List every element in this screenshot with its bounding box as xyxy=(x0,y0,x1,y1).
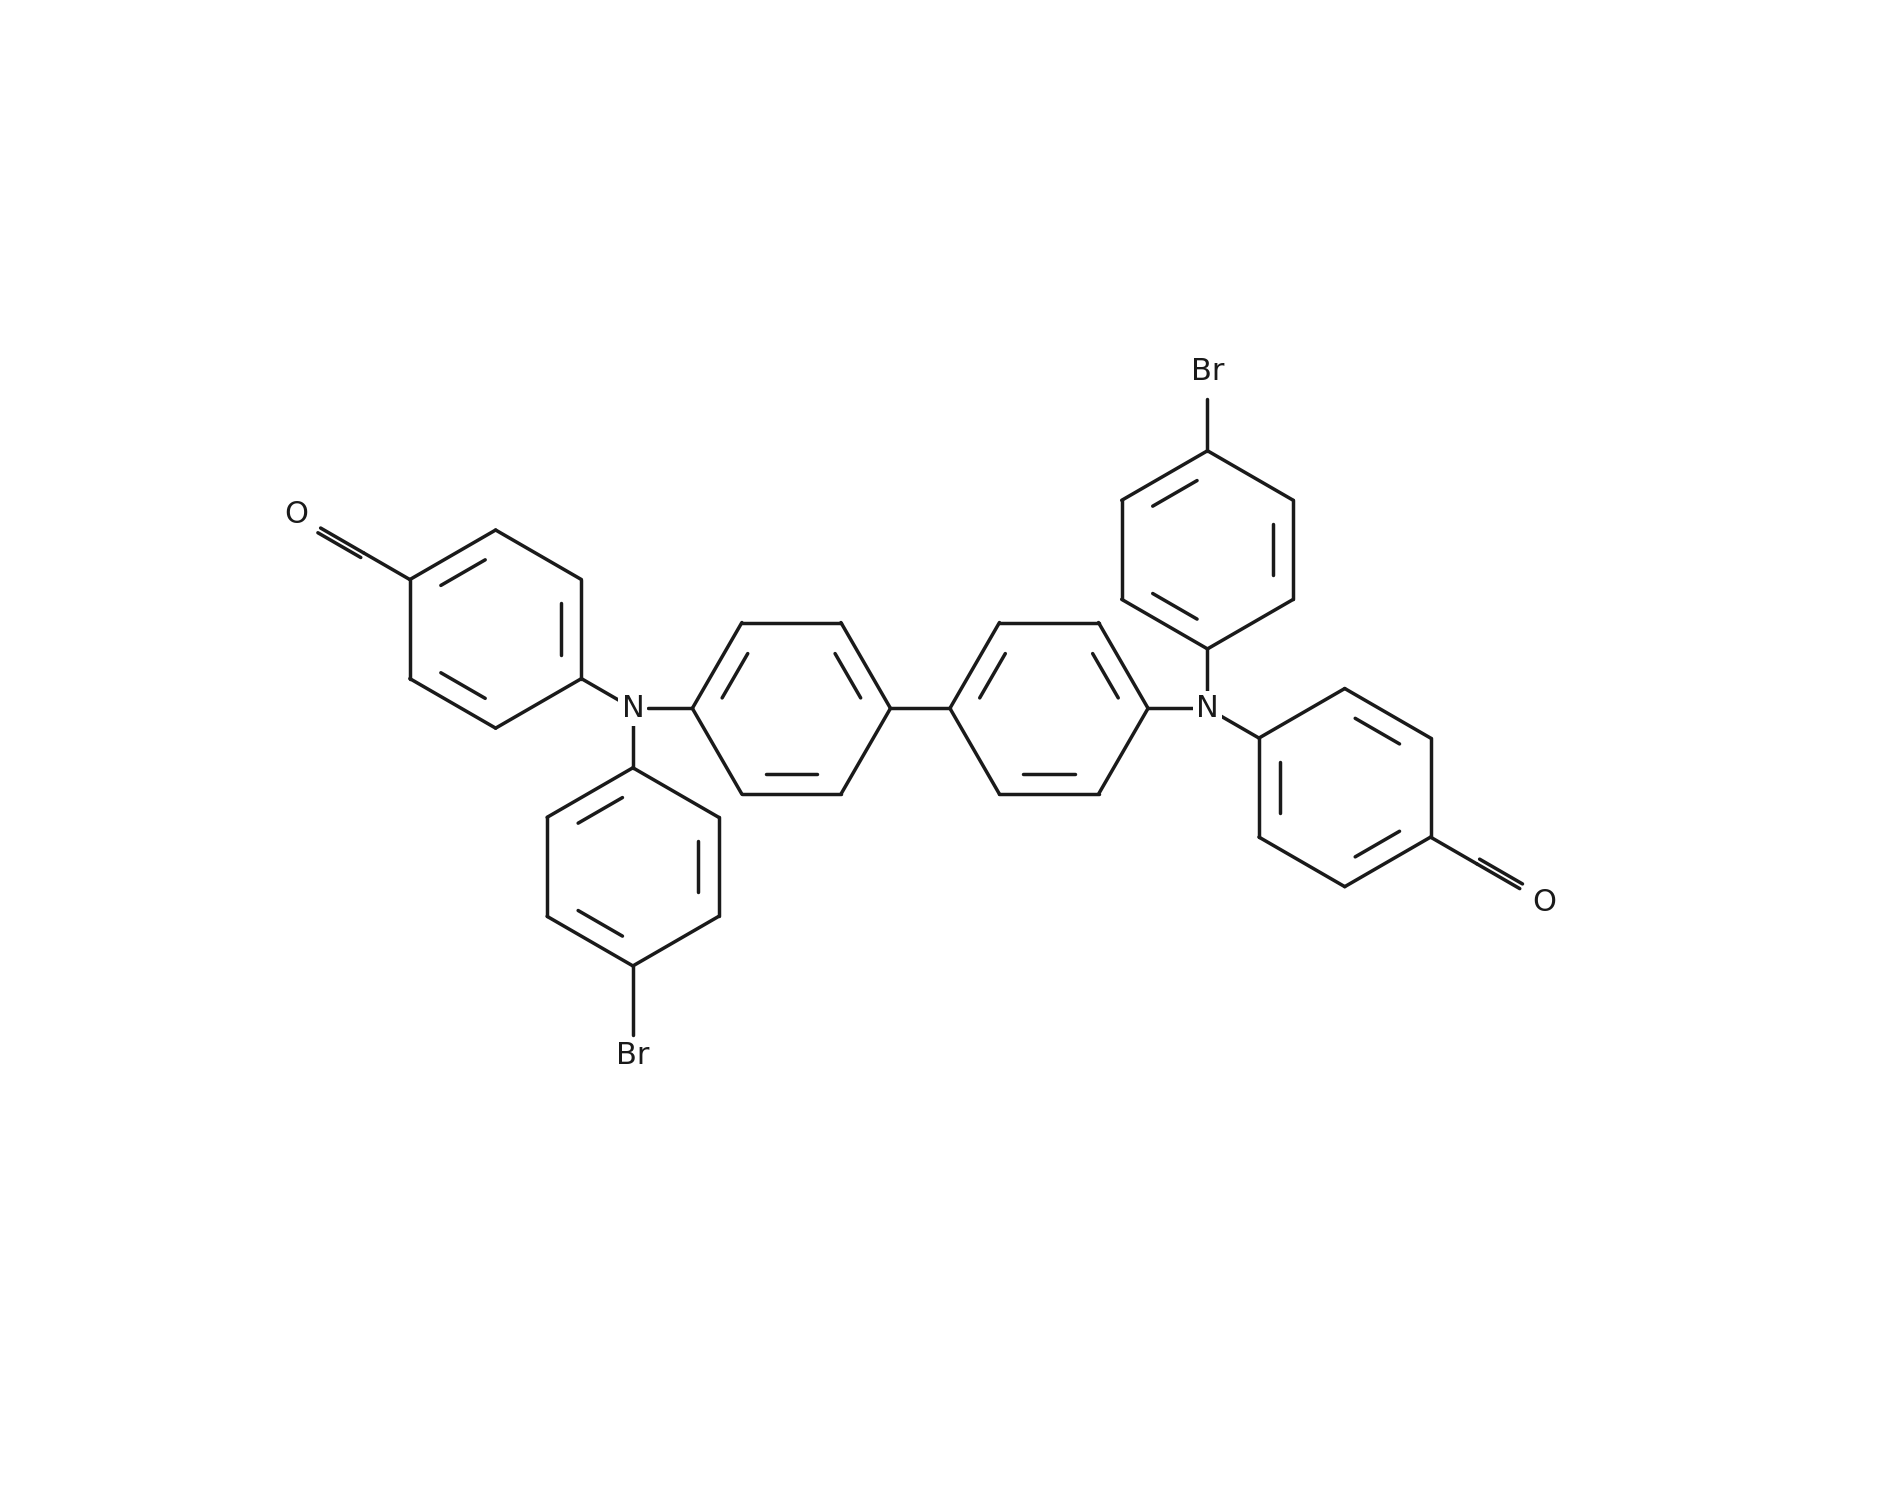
Text: O: O xyxy=(284,500,309,528)
Text: Br: Br xyxy=(1191,357,1223,385)
Text: N: N xyxy=(621,693,644,723)
Text: Br: Br xyxy=(615,1040,649,1070)
Text: O: O xyxy=(1532,888,1556,917)
Text: N: N xyxy=(1197,693,1220,723)
